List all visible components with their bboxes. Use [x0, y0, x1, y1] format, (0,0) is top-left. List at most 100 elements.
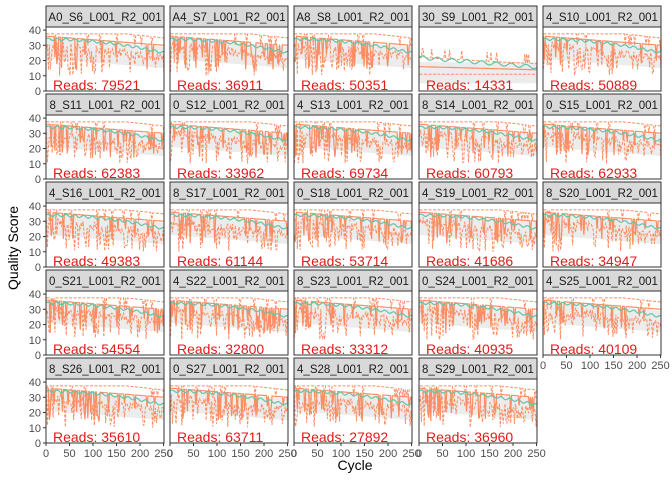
quality-heat-cell — [381, 220, 384, 242]
quality-heat-cell — [482, 394, 485, 416]
quantile-25-line — [170, 306, 288, 340]
quantile-25-line — [419, 304, 537, 341]
quality-heat-cell — [184, 390, 186, 413]
quality-heat-cell — [122, 219, 125, 241]
x-tick-label: 250 — [651, 360, 669, 372]
quality-heat-cell — [581, 216, 583, 238]
quality-heat-cell — [505, 62, 507, 84]
panel-marks — [294, 297, 412, 341]
quality-heat-cell — [629, 220, 631, 242]
quality-heat-cell — [294, 37, 296, 60]
quality-heat-cell — [400, 45, 402, 68]
quality-heat-cell — [185, 302, 188, 325]
quality-heat-cell — [209, 40, 212, 63]
quality-heat-cell — [276, 221, 278, 244]
quality-heat-cell — [239, 219, 241, 241]
quality-heat-cell — [628, 308, 630, 330]
quality-heat-cell — [171, 37, 174, 60]
panel-marks — [46, 209, 164, 252]
quality-heat-cell — [198, 39, 201, 62]
quality-heat-cell — [587, 41, 589, 63]
quality-heat-cell — [549, 38, 551, 60]
quality-heat-cell — [430, 62, 433, 84]
quality-heat-cell — [177, 390, 179, 412]
quality-heat-cell — [484, 62, 486, 84]
quality-heat-cell — [81, 392, 84, 414]
quality-heat-cell — [125, 395, 127, 418]
quality-heat-cell — [183, 126, 185, 149]
quality-heat-cell — [587, 129, 589, 151]
quality-heat-cell — [335, 392, 337, 415]
quality-heat-cell — [446, 391, 448, 414]
panel-border — [169, 378, 289, 444]
quantile-25-line — [294, 217, 412, 251]
quantile-75-line — [170, 209, 288, 222]
quality-heat-cell — [94, 129, 96, 151]
quality-heat-cell — [647, 221, 650, 244]
mean-quality-line — [46, 37, 164, 54]
quality-heat-cell — [623, 131, 626, 154]
quality-heat-cell — [145, 45, 147, 67]
quality-heat-cell — [606, 130, 609, 152]
reads-count-label: Reads: 36960 — [426, 429, 513, 445]
quality-heat-cell — [71, 303, 74, 326]
quality-heat-cell — [453, 216, 455, 238]
quality-heat-cell — [345, 393, 347, 415]
quality-heat-cell — [497, 62, 499, 84]
quality-heat-cell — [434, 62, 437, 84]
quality-heat-cell — [626, 220, 629, 242]
facet-strip-label: 30_S9_L001_R2_001 — [422, 12, 534, 24]
quality-heat-cell — [613, 219, 616, 241]
quantile-75-line — [419, 209, 537, 222]
quality-heat-cell — [444, 127, 447, 150]
quality-heat-cell — [209, 128, 212, 151]
quality-heat-cell — [145, 221, 147, 243]
quality-heat-cell — [470, 62, 472, 84]
quality-heat-cell — [376, 44, 378, 66]
quality-heat-cell — [519, 221, 522, 243]
mean-quality-line — [294, 37, 412, 54]
quality-heat-cell — [348, 129, 350, 152]
quality-heat-cell — [636, 308, 638, 331]
quality-heat-cell — [129, 44, 132, 66]
quality-heat-cell — [463, 62, 465, 84]
quality-heat-cell — [136, 308, 139, 331]
quality-heat-cell — [225, 129, 227, 152]
panel-border — [293, 290, 413, 356]
quality-heat-cell — [224, 217, 226, 240]
mean-quality-line — [294, 301, 412, 318]
quality-heat-cell — [277, 134, 280, 156]
quantile-75-line — [419, 47, 537, 65]
quality-heat-cell — [535, 62, 537, 84]
panel-marks — [46, 297, 164, 340]
quality-heat-cell — [281, 398, 284, 420]
quality-heat-cell — [143, 397, 146, 419]
quality-heat-cell — [91, 217, 94, 239]
quality-heat-cell — [173, 389, 175, 412]
quality-heat-cell — [570, 127, 572, 150]
quality-heat-cell — [91, 41, 94, 63]
panel-marks — [419, 209, 537, 252]
quality-heat-cell — [584, 128, 586, 151]
quality-heat-cell — [194, 215, 196, 237]
quality-heat-cell — [481, 62, 483, 84]
quality-heat-cell — [584, 304, 586, 327]
quality-heat-cell — [504, 62, 506, 84]
quality-heat-cell — [450, 62, 452, 84]
quality-heat-cell — [53, 214, 55, 236]
quality-heat-cell — [468, 62, 471, 84]
quality-heat-cell — [136, 132, 139, 155]
quality-heat-cell — [83, 216, 85, 238]
quality-heat-cell — [126, 43, 129, 66]
reads-count-label: Reads: 62383 — [53, 165, 140, 181]
quality-heat-cell — [632, 308, 634, 330]
quantile-25-line — [543, 41, 661, 76]
quality-heat-cell — [439, 303, 441, 325]
quality-heat-cell — [387, 308, 389, 331]
quality-heat-cell — [183, 302, 185, 325]
quality-heat-cell — [637, 221, 640, 243]
quality-heat-cell — [184, 214, 186, 237]
quality-heat-cell — [180, 126, 182, 148]
quality-heat-cell — [502, 132, 505, 154]
quality-heat-cell — [373, 219, 375, 242]
